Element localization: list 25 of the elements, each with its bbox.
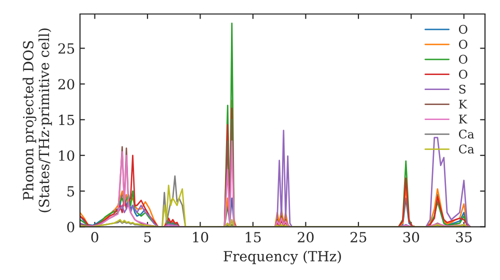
x-tick-label: 0 bbox=[91, 232, 98, 242]
x-tick-label: 5 bbox=[144, 232, 151, 242]
x-tick-label: 15 bbox=[246, 232, 261, 242]
y-tick-label: 5 bbox=[67, 186, 74, 197]
y-tick-label: 0 bbox=[67, 222, 74, 232]
x-tick-label: 35 bbox=[456, 232, 472, 242]
legend-label: O bbox=[458, 40, 468, 49]
y-tick-label: 10 bbox=[59, 150, 74, 161]
legend-label: Ca bbox=[458, 144, 474, 154]
legend-label: O bbox=[458, 54, 468, 64]
x-tick-label: 25 bbox=[350, 232, 366, 242]
legend-label: Ca bbox=[458, 130, 474, 139]
y-tick-label: 15 bbox=[59, 114, 74, 126]
legend-label: K bbox=[458, 100, 468, 108]
legend-label: S bbox=[459, 84, 466, 94]
legend-label: K bbox=[458, 114, 468, 124]
x-tick-label: 30 bbox=[403, 232, 420, 242]
x-tick-label: 10 bbox=[193, 232, 208, 242]
x-axis-title: Frequency (THz) bbox=[224, 250, 341, 264]
x-tick-label: 20 bbox=[298, 232, 314, 242]
legend-label: O bbox=[458, 70, 468, 79]
legend-label: O bbox=[458, 24, 468, 34]
y-tick-label: 25 bbox=[58, 43, 74, 54]
y-tick-label: 20 bbox=[58, 78, 74, 90]
y-axis-title: Phonon projected DOS (States/THz·primitive cell) bbox=[22, 28, 52, 212]
